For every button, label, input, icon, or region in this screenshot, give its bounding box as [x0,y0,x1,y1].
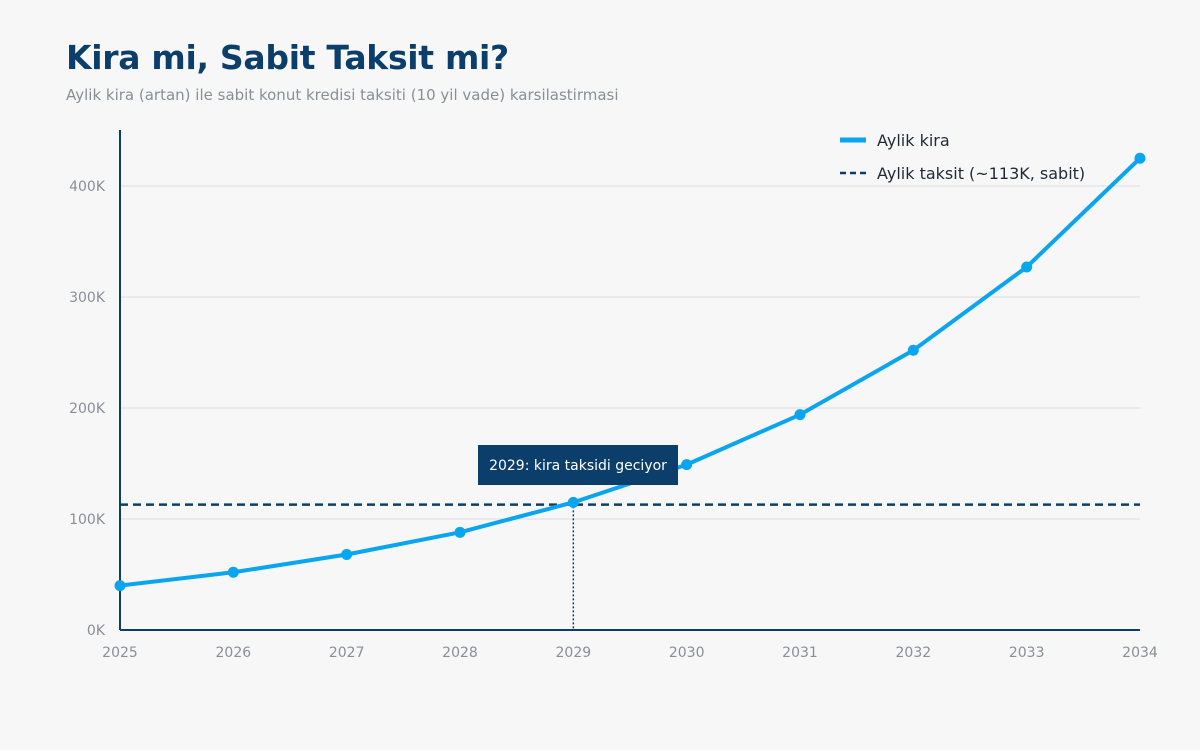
rent-point [1021,261,1033,273]
annotation-box [478,445,678,485]
y-tick-label: 300K [69,290,106,306]
legend-label-rent: Aylik kira [877,131,950,150]
x-tick-label: 2030 [669,645,705,661]
legend-label-installment: Aylik taksit (~113K, sabit) [877,164,1085,183]
rent-point [567,496,579,508]
rent-point [907,344,919,356]
x-tick-label: 2026 [216,645,252,661]
y-tick-label: 400K [69,179,106,195]
annotation-label: 2029: kira taksidi geciyor [489,458,667,474]
x-tick-label: 2027 [329,645,365,661]
y-tick-label: 100K [69,512,106,528]
rent-point [681,459,693,471]
rent-point [794,409,806,421]
series-line-rent [118,156,1142,588]
x-tick-label: 2033 [1009,645,1045,661]
annotation-callout: 2029: kira taksidi geciyor [478,445,678,485]
rent-point [227,566,239,578]
rent-point [341,549,353,561]
x-tick-label: 2032 [896,645,932,661]
x-tick-label: 2025 [102,645,138,661]
x-tick-label: 2031 [782,645,818,661]
x-tick-label: 2028 [442,645,478,661]
rent-point [454,526,466,538]
rent-point [1134,152,1146,164]
rent-point [114,580,126,592]
y-tick-label: 0K [87,623,106,639]
x-tick-label: 2034 [1122,645,1158,661]
chart-title: Kira mi, Sabit Taksit mi? [66,38,509,77]
chart-subtitle: Aylik kira (artan) ile sabit konut kredi… [66,86,619,104]
x-tick-label: 2029 [556,645,592,661]
legend: Aylik kira Aylik taksit (~113K, sabit) [840,131,1085,183]
y-tick-label: 200K [69,401,106,417]
